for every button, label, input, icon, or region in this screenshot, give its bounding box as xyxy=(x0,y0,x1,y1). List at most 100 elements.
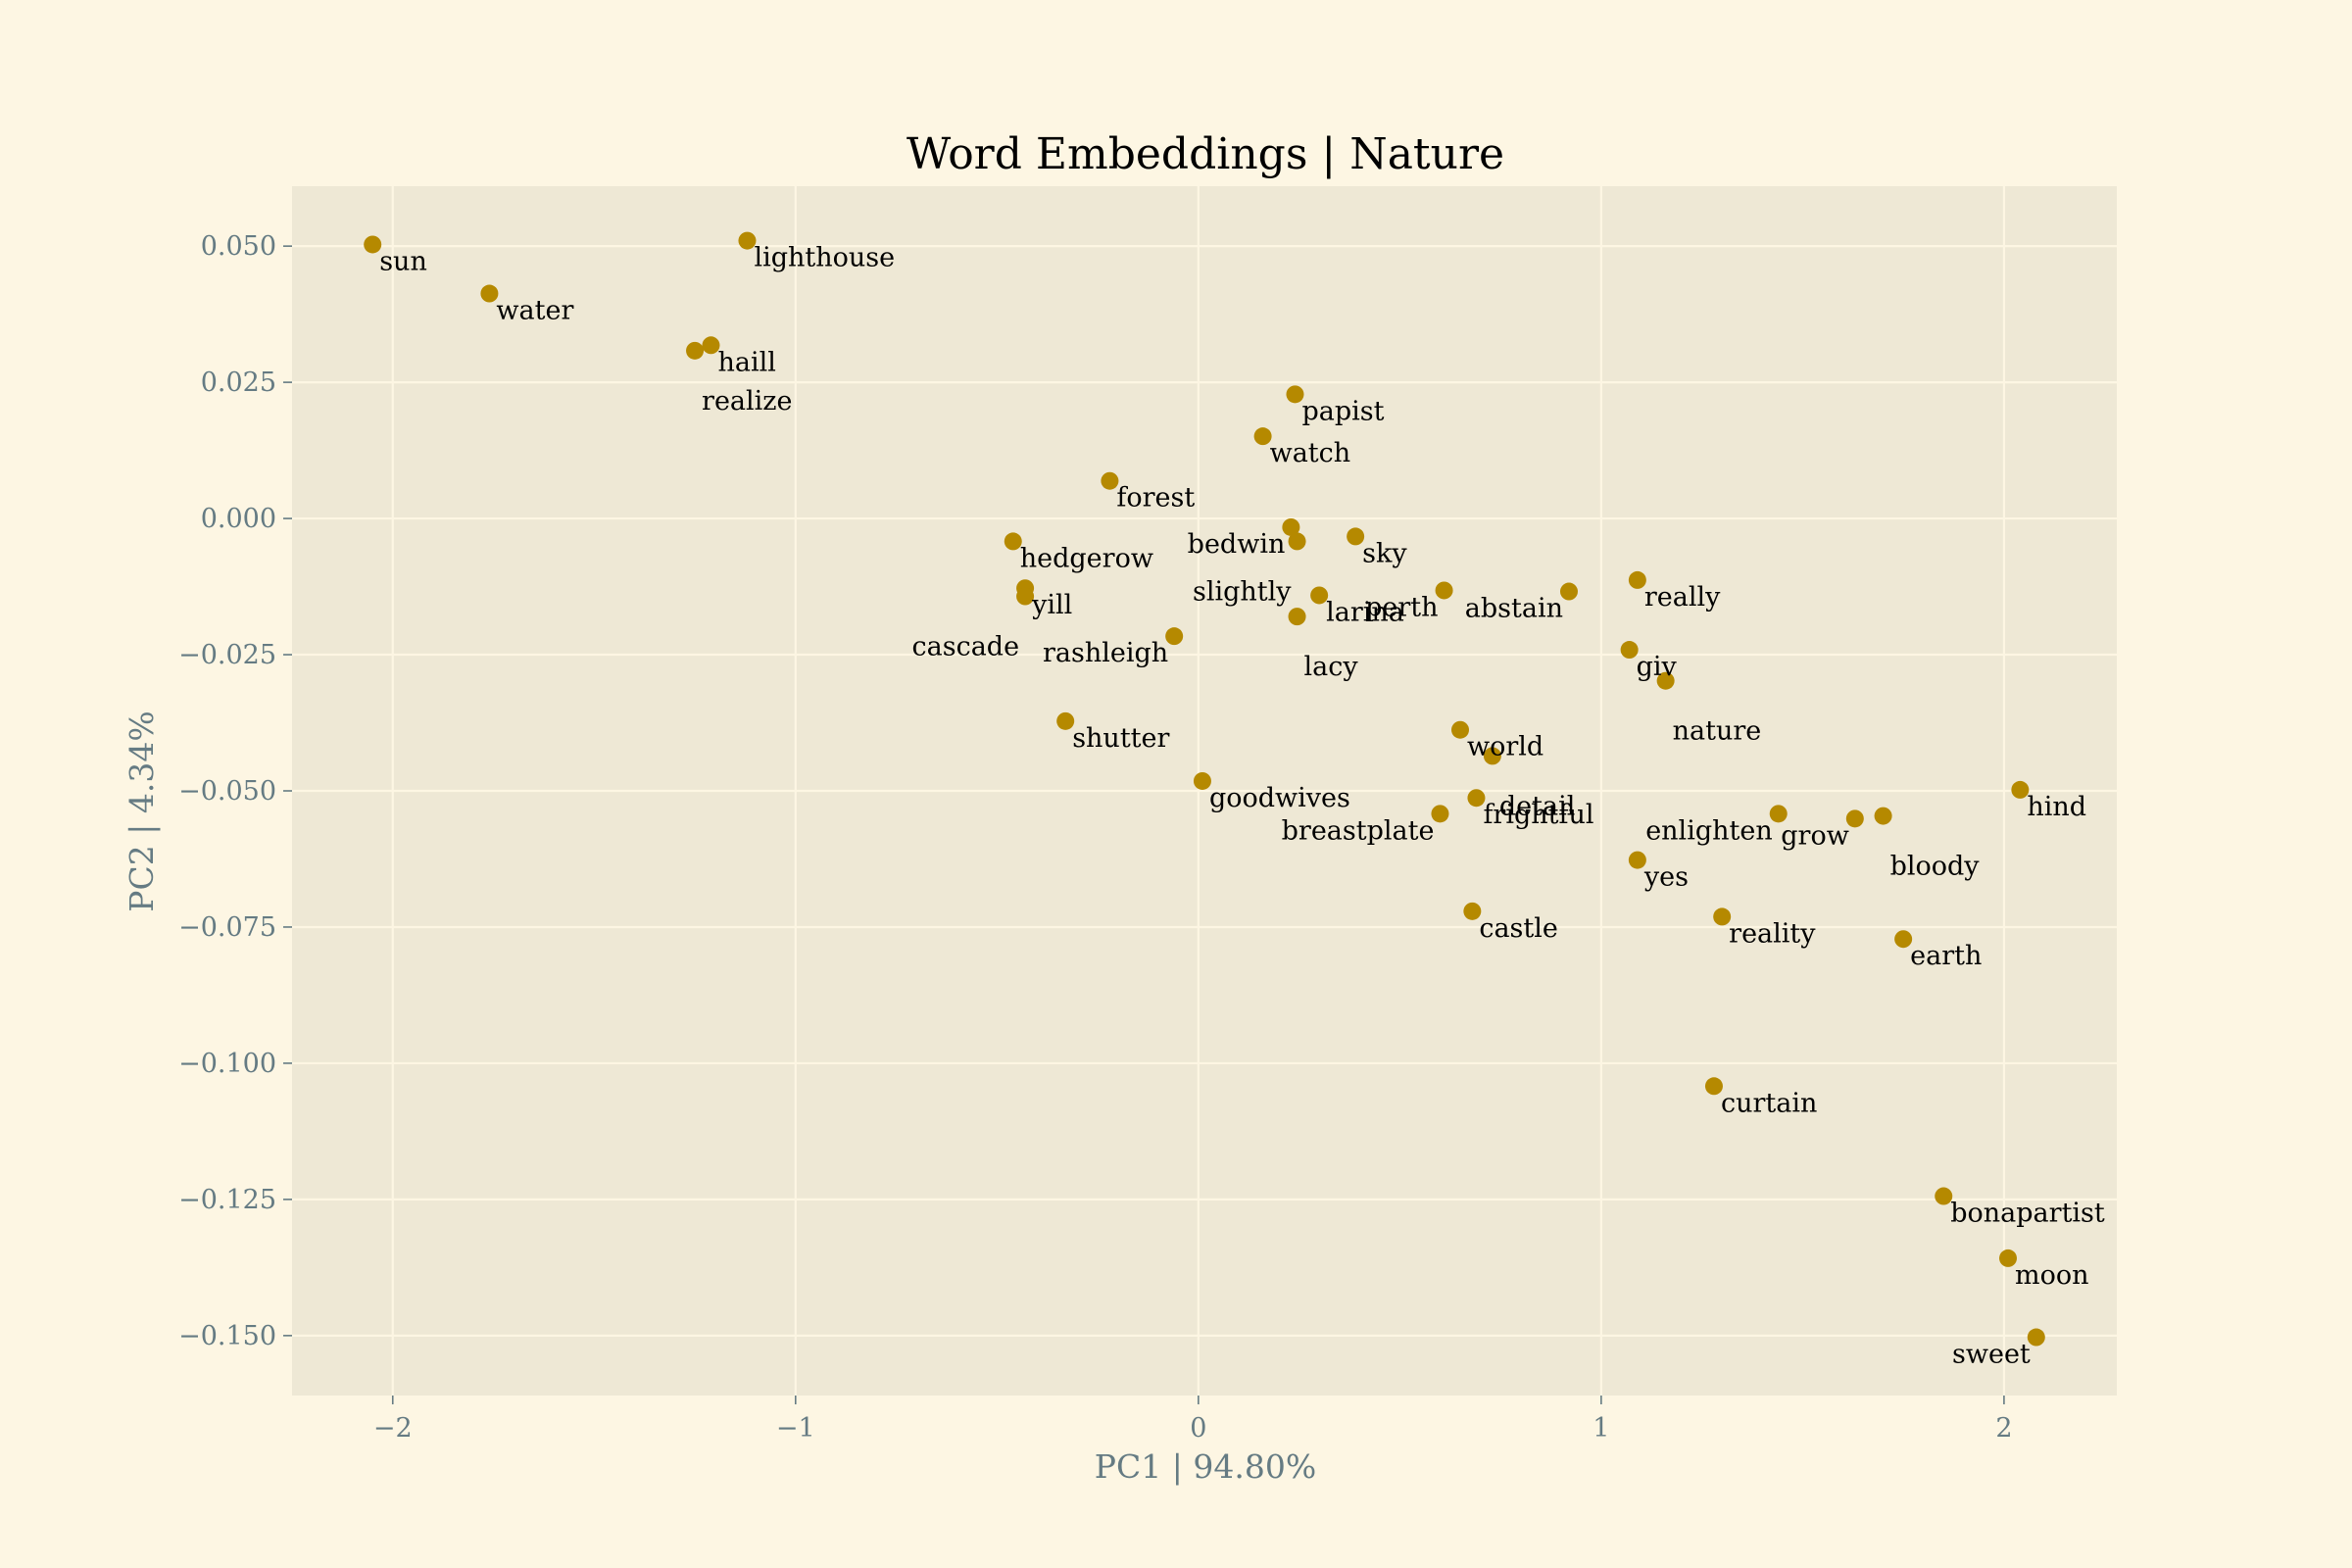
data-point xyxy=(1467,789,1486,808)
data-point xyxy=(1894,930,1913,949)
point-label: nature xyxy=(1673,716,1762,747)
x-tick-label: −1 xyxy=(776,1413,815,1444)
data-point xyxy=(1769,805,1788,823)
data-point xyxy=(1451,720,1470,739)
point-label: frightful xyxy=(1483,800,1593,830)
data-point xyxy=(1193,771,1211,790)
point-label: bedwin xyxy=(1188,529,1286,560)
point-label: sun xyxy=(379,246,427,276)
data-point xyxy=(1431,805,1449,823)
point-label: giv xyxy=(1637,652,1678,682)
data-point xyxy=(1347,527,1365,546)
point-label: papist xyxy=(1301,396,1384,426)
data-point xyxy=(1713,907,1732,926)
point-label: bonapartist xyxy=(1950,1199,2105,1229)
point-label: really xyxy=(1644,582,1721,612)
point-label: yes xyxy=(1643,862,1689,893)
point-label: breastplate xyxy=(1282,815,1435,846)
point-label: hind xyxy=(2027,792,2086,822)
point-label: earth xyxy=(1910,941,1982,971)
data-point xyxy=(1999,1249,2018,1267)
point-label: perth xyxy=(1365,592,1438,622)
point-label: grow xyxy=(1781,820,1849,851)
point-label: abstain xyxy=(1465,594,1563,624)
y-tick-label: −0.100 xyxy=(178,1049,276,1079)
y-axis-label: PC2 | 4.34% xyxy=(122,710,161,911)
data-point xyxy=(1286,385,1304,404)
point-label: shutter xyxy=(1072,723,1169,754)
point-label: yill xyxy=(1031,590,1072,620)
y-tick-label: −0.025 xyxy=(178,640,276,670)
data-point xyxy=(1559,582,1578,601)
data-point xyxy=(1101,471,1119,490)
data-point xyxy=(1435,581,1453,600)
data-point xyxy=(2011,780,2030,799)
point-label: lighthouse xyxy=(754,243,895,273)
data-point xyxy=(1935,1187,1953,1205)
data-point xyxy=(1483,747,1501,765)
data-point xyxy=(1165,627,1184,646)
data-point xyxy=(1310,586,1329,605)
point-label: slightly xyxy=(1193,576,1292,607)
point-label: watch xyxy=(1270,438,1351,468)
data-point xyxy=(1656,671,1675,690)
data-point xyxy=(2027,1328,2045,1347)
point-label: curtain xyxy=(1721,1088,1817,1118)
point-label: world xyxy=(1467,732,1544,762)
x-tick-label: 0 xyxy=(1190,1413,1206,1444)
data-point xyxy=(1874,807,1892,825)
data-point xyxy=(480,284,499,303)
point-label: water xyxy=(496,296,573,326)
data-point xyxy=(1056,711,1075,730)
data-point xyxy=(1628,851,1646,869)
point-label: enlighten xyxy=(1645,815,1773,846)
y-tick-label: 0.025 xyxy=(201,368,276,398)
point-label: sweet xyxy=(1952,1340,2031,1370)
point-label: moon xyxy=(2015,1260,2089,1291)
point-label: cascade xyxy=(912,632,1020,662)
x-tick-label: 2 xyxy=(1995,1413,2012,1444)
y-tick-label: 0.050 xyxy=(201,231,276,262)
x-tick-label: −2 xyxy=(373,1413,413,1444)
x-tick-label: 1 xyxy=(1592,1413,1609,1444)
data-point xyxy=(1288,532,1306,551)
x-axis-label: PC1 | 94.80% xyxy=(1095,1447,1316,1486)
data-point xyxy=(702,336,720,355)
point-label: lacy xyxy=(1304,652,1359,682)
point-label: realize xyxy=(702,386,792,416)
point-label: castle xyxy=(1479,913,1558,944)
point-label: bloody xyxy=(1890,852,1981,882)
point-label: forest xyxy=(1116,483,1195,514)
point-label: goodwives xyxy=(1209,783,1350,813)
data-point xyxy=(1620,641,1639,660)
data-point xyxy=(364,235,382,254)
data-point xyxy=(1704,1077,1723,1096)
point-label: haill xyxy=(717,347,775,377)
y-tick-label: −0.150 xyxy=(178,1321,276,1351)
y-tick-label: 0.000 xyxy=(201,504,276,534)
point-label: hedgerow xyxy=(1020,543,1153,573)
data-point xyxy=(1016,587,1035,606)
data-point xyxy=(1253,427,1272,446)
x-axis-ticks: −2 −1 0 1 2 xyxy=(373,1396,2013,1444)
point-label: rashleigh xyxy=(1043,638,1168,668)
point-label: larina xyxy=(1326,597,1404,627)
grid-lines xyxy=(292,186,2117,1396)
point-label: detail xyxy=(1499,791,1575,821)
data-point xyxy=(686,341,705,360)
data-point xyxy=(1845,809,1864,828)
data-point xyxy=(1463,902,1482,920)
point-label: reality xyxy=(1729,918,1816,949)
data-point xyxy=(1288,608,1306,626)
point-labels: sun water lighthouse haill realize papist watc… xyxy=(379,243,2105,1370)
data-point xyxy=(1282,517,1300,536)
y-tick-label: −0.050 xyxy=(178,776,276,807)
data-point xyxy=(1004,532,1022,551)
chart-title: Word Embeddings | Nature xyxy=(906,129,1504,179)
data-point xyxy=(1628,570,1646,589)
data-points xyxy=(364,231,2045,1347)
y-axis-ticks: 0.050 0.025 0.000 −0.025 −0.050 −0.075 −0.100 −… xyxy=(178,231,292,1351)
y-tick-label: −0.075 xyxy=(178,912,276,943)
